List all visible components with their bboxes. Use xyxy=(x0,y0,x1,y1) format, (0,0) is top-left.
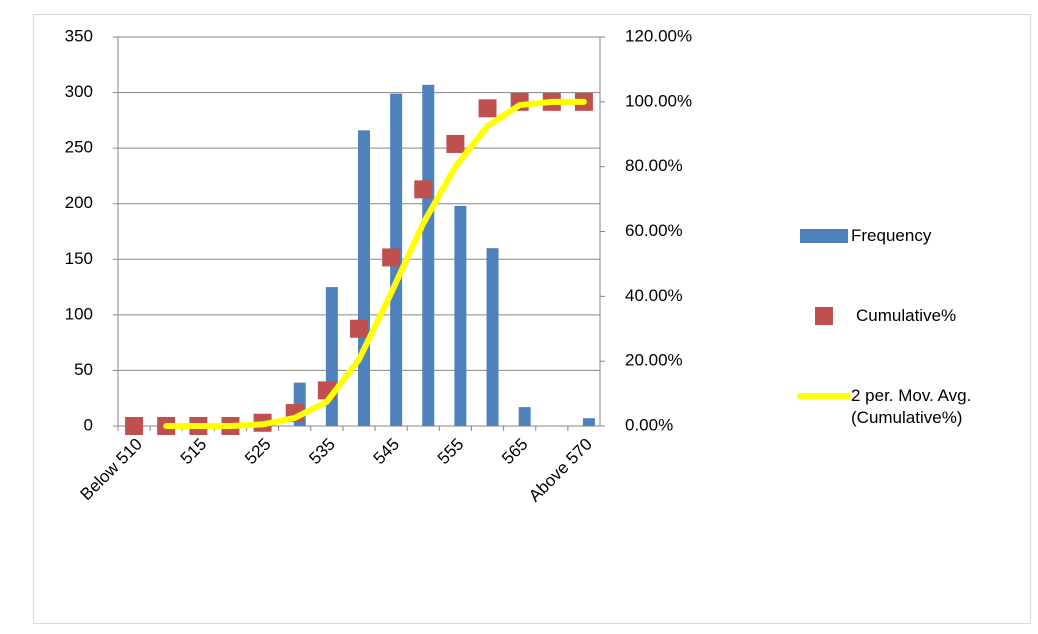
y-tick-label: 300 xyxy=(65,82,93,101)
y2-tick-label: 80.00% xyxy=(625,156,683,175)
legend-label: Frequency xyxy=(851,226,932,245)
bar xyxy=(486,248,499,426)
marker xyxy=(478,99,497,118)
marker xyxy=(414,180,433,199)
legend-label: 2 per. Mov. Avg. (Cumulative%) xyxy=(851,386,972,427)
marker xyxy=(350,319,368,338)
legend-label: Cumulative% xyxy=(856,306,957,325)
bar xyxy=(582,418,595,426)
legend-swatch xyxy=(800,229,848,243)
legend-swatch xyxy=(815,307,833,325)
y2-tick-label: 120.00% xyxy=(625,26,692,45)
marker xyxy=(446,134,465,153)
marker xyxy=(125,417,144,435)
y2-tick-label: 0.00% xyxy=(625,415,673,434)
bar xyxy=(358,130,370,427)
y2-tick-label: 60.00% xyxy=(625,221,683,240)
chart-frame xyxy=(33,14,1031,624)
y2-tick-label: 100.00% xyxy=(625,91,692,110)
bar xyxy=(325,287,338,426)
y-tick-label: 50 xyxy=(74,360,93,379)
bar xyxy=(422,84,435,426)
bar xyxy=(454,205,467,426)
y-tick-label: 350 xyxy=(65,26,93,45)
y-tick-label: 250 xyxy=(65,138,93,157)
marker xyxy=(382,248,401,267)
y-tick-label: 0 xyxy=(84,415,93,434)
y-tick-label: 200 xyxy=(65,193,93,212)
y2-tick-label: 40.00% xyxy=(625,286,683,305)
y-tick-label: 150 xyxy=(65,249,93,268)
line xyxy=(163,98,587,429)
bar xyxy=(518,407,531,426)
y2-tick-label: 20.00% xyxy=(625,351,683,370)
y-tick-label: 100 xyxy=(65,304,93,323)
